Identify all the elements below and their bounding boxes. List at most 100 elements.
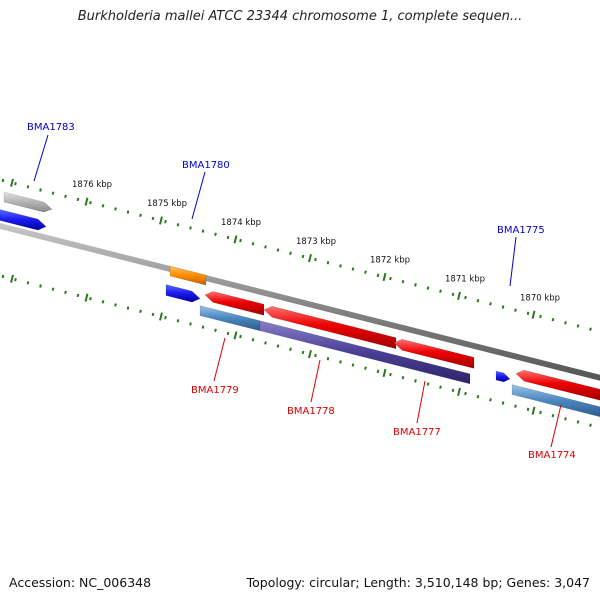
gene-arrow-red-3 xyxy=(393,338,475,369)
gene-arrow-bma1775 xyxy=(495,370,511,383)
ruler-lower-dot xyxy=(101,300,105,304)
ruler-lower-dot xyxy=(451,388,455,393)
ruler-lower-dot xyxy=(226,331,230,336)
ruler-lower-dot xyxy=(151,312,155,317)
map-title: Burkholderia mallei ATCC 23344 chromosom… xyxy=(77,9,523,24)
ruler-upper-dot xyxy=(451,292,455,297)
gene-label-bma1774[interactable]: BMA1774 xyxy=(528,450,576,461)
ruler-lower-dot xyxy=(214,328,217,332)
ruler-lower-dot xyxy=(564,417,567,421)
ruler-lower-dot xyxy=(326,357,330,361)
leader-line-bma1779 xyxy=(213,337,226,382)
ruler-upper-dot xyxy=(201,229,205,233)
ruler-upper-dot xyxy=(514,308,517,312)
ruler-lower-dot xyxy=(526,407,530,412)
leader-line-bma1778 xyxy=(310,359,321,403)
ruler-upper-dot xyxy=(426,286,430,290)
ruler-lower-major-tick xyxy=(84,293,89,302)
gene-label-bma1783[interactable]: BMA1783 xyxy=(27,122,75,133)
ruler-upper-dot xyxy=(89,200,92,205)
ruler-upper-dot xyxy=(439,289,442,293)
ruler-upper-dot xyxy=(239,238,242,243)
ruler-lower-dot xyxy=(251,338,255,342)
ruler-lower-dot xyxy=(51,287,55,291)
ruler-upper-major-tick xyxy=(10,178,14,187)
ruler-upper-dot xyxy=(14,181,17,186)
backbone xyxy=(0,223,600,381)
gene-arrow-red-4 xyxy=(515,369,600,401)
ruler-lower-dot xyxy=(426,382,430,386)
ruler-upper-dot xyxy=(64,194,67,199)
ruler-upper-major-tick xyxy=(382,272,387,282)
ruler-upper-dot xyxy=(214,232,217,236)
ruler-lower-dot xyxy=(264,341,267,345)
tick-label: 1874 kbp xyxy=(221,218,261,228)
ruler-upper-dot xyxy=(251,242,255,246)
ruler-lower-major-tick xyxy=(382,368,387,378)
ruler-lower-dot xyxy=(576,420,580,424)
gene-label-bma1775[interactable]: BMA1775 xyxy=(497,225,545,236)
ruler-lower-dot xyxy=(14,277,17,282)
ruler-upper-dot xyxy=(264,245,267,249)
ruler-upper-dot xyxy=(39,188,42,192)
ruler-lower-dot xyxy=(176,319,180,323)
ruler: 1876 kbp 1875 kbp 1874 kbp 1873 kbp 1872 kbp… xyxy=(1,178,592,427)
ruler-lower-dot xyxy=(1,274,5,279)
ruler-lower-dot xyxy=(126,306,130,310)
ruler-lower-dot xyxy=(76,293,80,298)
gene-arrow-bma1783 xyxy=(0,209,47,231)
ruler-lower-dot xyxy=(26,281,30,285)
ruler-lower-dot xyxy=(139,309,142,313)
gene-arrow-bma1774 xyxy=(511,384,600,418)
ruler-lower-dot xyxy=(64,290,67,295)
tick-label: 1876 kbp xyxy=(72,180,112,190)
gene-label-bma1778[interactable]: BMA1778 xyxy=(287,406,335,417)
ruler-upper-dot xyxy=(176,223,180,227)
ruler-lower-dot xyxy=(389,372,392,377)
ruler-upper-dot xyxy=(551,317,555,322)
ruler-lower-dot xyxy=(414,379,417,383)
ruler-upper-dot xyxy=(1,178,5,183)
ruler-upper-dot xyxy=(126,210,130,214)
tick-label: 1875 kbp xyxy=(147,199,187,209)
ruler-upper-dot xyxy=(376,273,380,278)
ruler-upper-major-tick xyxy=(233,235,238,244)
backbone-line xyxy=(0,223,600,381)
ruler-upper-dot xyxy=(539,314,542,319)
ruler-lower-dot xyxy=(501,401,505,405)
ruler-lower-dot xyxy=(439,385,442,389)
leader-line-bma1777 xyxy=(416,380,426,424)
ruler-upper-dot xyxy=(139,213,142,217)
gene-label-bma1777[interactable]: BMA1777 xyxy=(393,427,441,438)
ruler-lower-dot xyxy=(39,284,42,288)
tick-label: 1872 kbp xyxy=(370,256,410,266)
ruler-upper-dot xyxy=(389,276,392,281)
summary-text: Topology: circular; Length: 3,510,148 bp… xyxy=(246,575,590,590)
ruler-lower-major-tick xyxy=(531,406,536,415)
accession-text: Accession: NC_006348 xyxy=(9,575,152,590)
ruler-lower-dot xyxy=(314,353,317,358)
ruler-upper-dot xyxy=(164,219,167,224)
ruler-upper-dot xyxy=(589,327,592,331)
tick-label: 1871 kbp xyxy=(445,275,485,285)
gene-label-bma1779[interactable]: BMA1779 xyxy=(191,385,239,396)
ruler-upper-dot xyxy=(414,283,417,287)
ruler-lower-dot xyxy=(201,325,205,329)
ruler-lower-dot xyxy=(464,391,467,396)
ruler-upper-dot xyxy=(289,251,292,255)
ruler-lower-dot xyxy=(339,360,342,364)
ruler-lower-dot xyxy=(551,413,555,418)
ruler-lower-dot xyxy=(239,334,242,339)
ruler-lower-dot xyxy=(189,322,192,326)
ruler-lower-major-tick xyxy=(308,350,312,359)
ruler-upper-dot xyxy=(351,267,355,271)
ruler-upper-dot xyxy=(101,204,105,208)
ruler-upper-major-tick xyxy=(531,310,536,319)
gene-label-bma1780[interactable]: BMA1780 xyxy=(182,160,230,171)
ruler-lower-dot xyxy=(114,303,117,307)
leader-line-bma1780 xyxy=(191,171,206,220)
ruler-upper-dot xyxy=(489,302,492,306)
tick-label: 1870 kbp xyxy=(520,294,560,304)
gene-arrow-bma1778 xyxy=(259,320,471,385)
